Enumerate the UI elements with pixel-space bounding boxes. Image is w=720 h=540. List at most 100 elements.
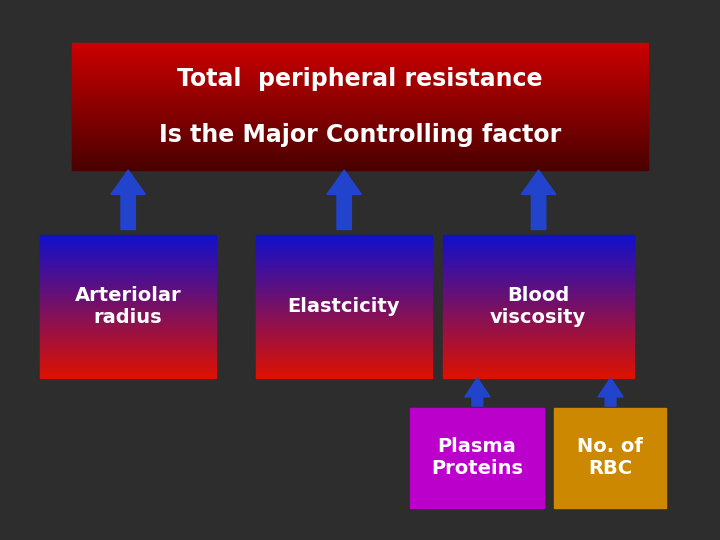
Bar — [256, 311, 432, 313]
Bar — [40, 363, 216, 365]
Bar — [443, 260, 634, 261]
Bar — [40, 280, 216, 281]
Bar — [40, 337, 216, 339]
Bar — [72, 143, 648, 144]
Bar — [72, 132, 648, 133]
Bar — [72, 123, 648, 125]
Bar — [443, 286, 634, 287]
Bar — [40, 374, 216, 376]
Bar — [443, 360, 634, 361]
Bar — [72, 56, 648, 57]
Bar — [256, 307, 432, 309]
Bar — [40, 300, 216, 302]
Bar — [72, 102, 648, 104]
Bar — [256, 328, 432, 329]
Bar — [443, 342, 634, 343]
Bar — [256, 244, 432, 246]
Bar — [256, 361, 432, 362]
Bar — [72, 120, 648, 122]
Bar — [443, 282, 634, 284]
Bar — [443, 256, 634, 258]
Bar — [256, 253, 432, 254]
FancyArrow shape — [598, 378, 623, 406]
Bar — [443, 261, 634, 262]
Bar — [443, 291, 634, 292]
Bar — [256, 272, 432, 273]
Bar — [443, 323, 634, 325]
Bar — [443, 352, 634, 353]
Bar — [72, 81, 648, 82]
Bar — [256, 274, 432, 275]
Bar — [256, 341, 432, 342]
Bar — [256, 325, 432, 327]
Bar — [72, 99, 648, 100]
FancyArrow shape — [111, 170, 145, 230]
Bar — [72, 48, 648, 50]
Bar — [72, 89, 648, 90]
Bar — [40, 244, 216, 246]
Bar — [256, 305, 432, 306]
Bar — [40, 352, 216, 353]
Bar — [256, 294, 432, 296]
Bar — [443, 319, 634, 321]
Bar — [443, 329, 634, 330]
Bar — [40, 264, 216, 265]
Bar — [443, 361, 634, 362]
Bar — [443, 374, 634, 376]
Bar — [40, 286, 216, 287]
Bar — [40, 259, 216, 260]
Bar — [256, 355, 432, 356]
Bar — [443, 354, 634, 355]
Bar — [40, 355, 216, 356]
Bar — [40, 373, 216, 374]
Bar — [256, 248, 432, 249]
Bar — [256, 236, 432, 237]
Bar — [72, 133, 648, 134]
Bar — [72, 47, 648, 49]
Bar — [72, 84, 648, 85]
Bar — [443, 296, 634, 298]
Bar — [72, 107, 648, 109]
Bar — [72, 70, 648, 72]
Bar — [40, 272, 216, 273]
Bar — [72, 76, 648, 77]
Bar — [72, 141, 648, 143]
Bar — [256, 265, 432, 266]
Bar — [443, 328, 634, 329]
Bar — [40, 349, 216, 350]
Bar — [443, 316, 634, 317]
Bar — [72, 68, 648, 70]
Bar — [40, 238, 216, 240]
Bar — [40, 333, 216, 334]
Bar — [40, 298, 216, 299]
Bar — [40, 275, 216, 276]
Bar — [443, 264, 634, 265]
Bar — [40, 327, 216, 328]
Bar — [256, 316, 432, 317]
Bar — [443, 259, 634, 260]
Bar — [256, 268, 432, 269]
Bar — [72, 155, 648, 157]
Bar — [256, 323, 432, 325]
Bar — [72, 113, 648, 114]
Bar — [256, 350, 432, 352]
Bar — [40, 255, 216, 256]
Bar — [443, 239, 634, 241]
Bar — [443, 253, 634, 254]
Bar — [256, 271, 432, 272]
Bar — [72, 137, 648, 138]
Bar — [256, 372, 432, 373]
Bar — [256, 251, 432, 253]
Bar — [72, 82, 648, 83]
Bar — [72, 90, 648, 91]
Bar — [256, 238, 432, 240]
Bar — [72, 46, 648, 48]
Bar — [256, 278, 432, 279]
Bar — [40, 304, 216, 305]
Bar — [40, 369, 216, 371]
Bar — [40, 250, 216, 252]
Bar — [40, 243, 216, 245]
Bar — [72, 140, 648, 141]
Bar — [40, 237, 216, 239]
Bar — [72, 94, 648, 96]
